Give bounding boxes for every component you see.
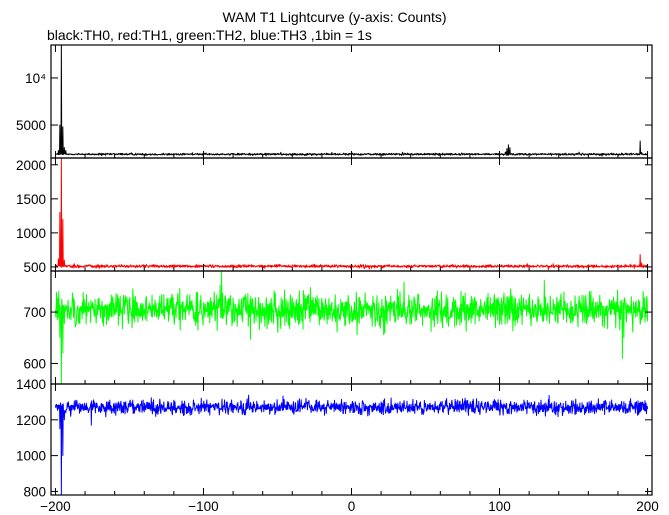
y-tick-label: 1000	[16, 226, 46, 241]
y-tick-label: 700	[23, 305, 46, 320]
x-tick-label: 100	[488, 499, 511, 514]
x-tick-label: −200	[40, 499, 70, 514]
y-tick-label: 1400	[16, 377, 46, 392]
panel-frame-th0	[50, 44, 653, 159]
chart-title: WAM T1 Lightcurve (y-axis: Counts)	[222, 9, 447, 25]
series-line-th1	[55, 157, 648, 271]
panel-frame-th2	[50, 270, 653, 385]
x-tick-label: 200	[636, 499, 659, 514]
chart-subtitle: black:TH0, red:TH1, green:TH2, blue:TH3 …	[47, 27, 372, 43]
series-line-th0	[54, 44, 648, 157]
panel-frame-th3	[50, 383, 653, 496]
y-tick-label: 500	[23, 260, 46, 275]
y-tick-label: 800	[23, 484, 46, 499]
y-tick-label: 1200	[16, 413, 46, 428]
series-line-th2	[54, 270, 649, 385]
panel-frame-th1	[50, 157, 653, 272]
y-tick-label: 1500	[16, 192, 46, 207]
series-line-th3	[54, 394, 649, 496]
y-tick-label: 600	[23, 356, 46, 371]
x-tick-label: −100	[188, 499, 218, 514]
x-tick-label: 0	[348, 499, 356, 514]
y-tick-label: 2000	[16, 158, 46, 173]
y-tick-label: 5000	[16, 118, 46, 133]
y-tick-label: 1000	[16, 449, 46, 464]
y-tick-label: 10⁴	[25, 71, 46, 86]
